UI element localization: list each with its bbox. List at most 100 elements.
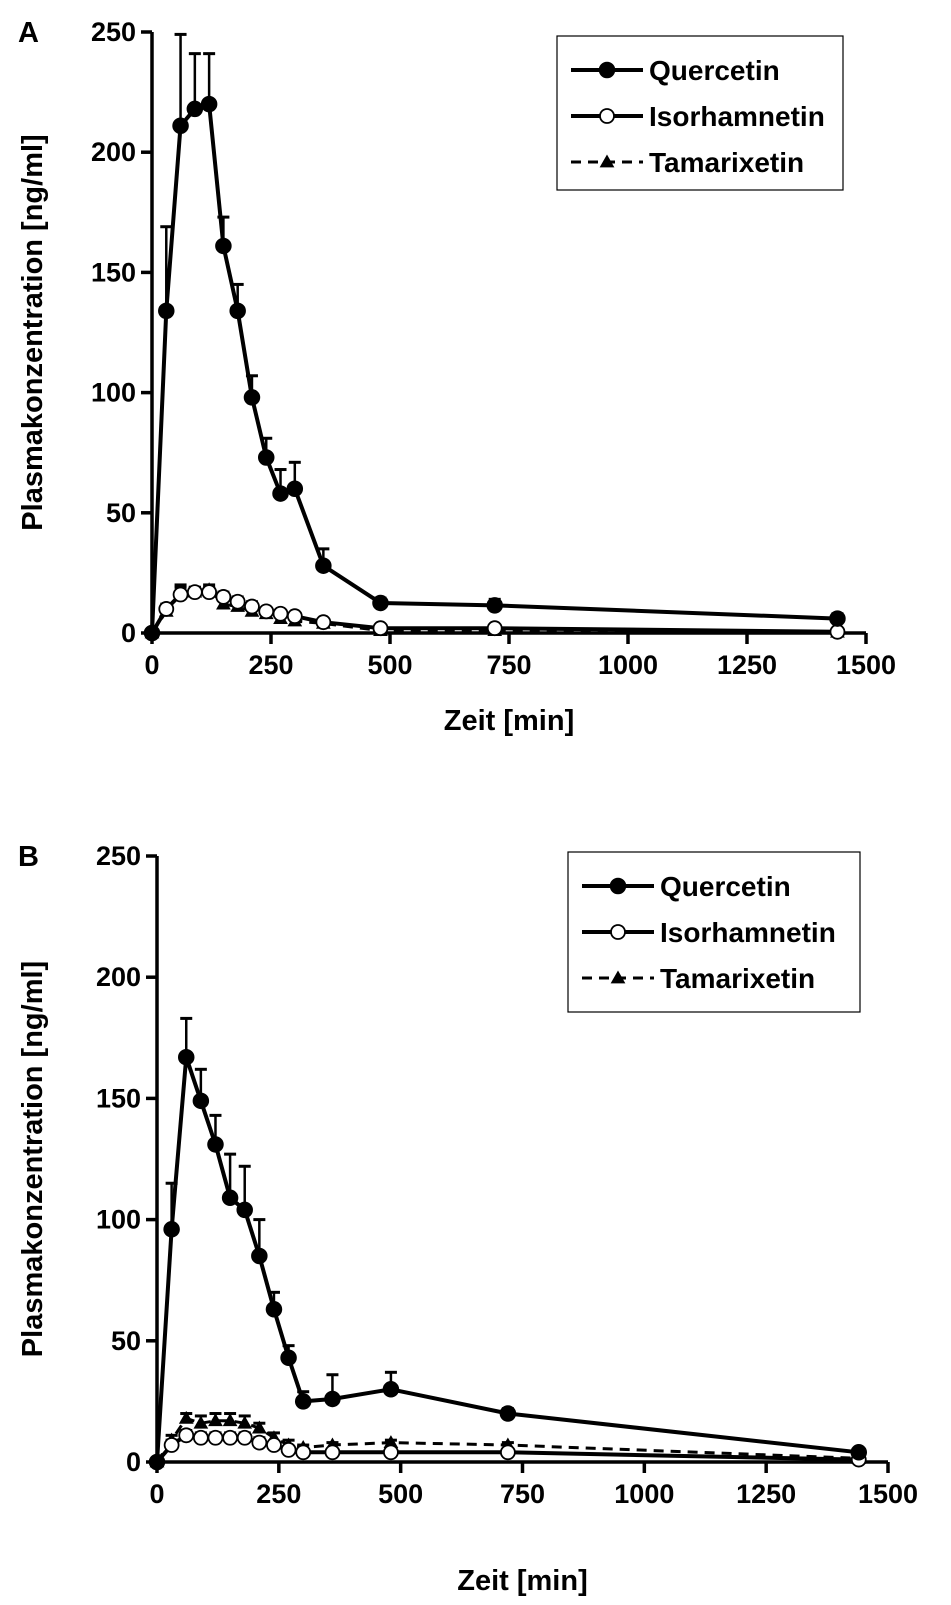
y-axis-label: Plasmakonzentration [ng/ml] — [17, 134, 49, 530]
data-point-isorhamnetin — [207, 1429, 224, 1446]
legend-marker-quercetin — [598, 61, 616, 79]
data-point-isorhamnetin — [215, 589, 232, 605]
panel-label: B — [18, 841, 39, 873]
data-point-quercetin — [200, 95, 218, 113]
data-point-quercetin — [158, 302, 175, 320]
data-point-quercetin — [257, 449, 275, 466]
data-point-isorhamnetin — [236, 1429, 253, 1446]
data-point-isorhamnetin — [486, 620, 503, 637]
data-point-quercetin — [272, 485, 289, 502]
x-tick-label: 500 — [367, 650, 412, 680]
y-tick-label: 150 — [91, 257, 136, 287]
legend: Quercetin Isorhamnetin Tamarixetin — [556, 35, 844, 191]
data-point-isorhamnetin — [186, 584, 203, 601]
data-point-isorhamnetin — [178, 1427, 195, 1444]
data-point-isorhamnetin — [280, 1441, 297, 1458]
data-point-quercetin — [177, 1048, 195, 1066]
data-point-quercetin — [186, 100, 204, 118]
data-point-quercetin — [499, 1405, 517, 1422]
x-tick-label: 500 — [378, 1479, 423, 1509]
legend-marker-tamarixetin — [599, 154, 615, 168]
data-point-quercetin — [265, 1301, 283, 1318]
x-tick-label: 250 — [256, 1479, 301, 1509]
data-point-quercetin — [280, 1349, 297, 1367]
y-tick-label: 200 — [96, 962, 141, 992]
data-point-quercetin — [243, 389, 261, 406]
data-point-isorhamnetin — [383, 1444, 399, 1461]
x-tick-label: 1250 — [717, 650, 777, 680]
data-point-isorhamnetin — [372, 620, 389, 637]
data-point-quercetin — [251, 1247, 268, 1265]
data-point-quercetin — [829, 610, 846, 627]
y-tick-label: 0 — [126, 1447, 141, 1477]
y-axis-label: Plasmakonzentration [ng/ml] — [17, 961, 49, 1357]
data-point-quercetin — [215, 237, 232, 255]
x-axis-label: Zeit [min] — [457, 1565, 588, 1597]
y-tick-label: 50 — [106, 498, 136, 528]
legend-label-isorhamnetin: Isorhamnetin — [660, 917, 836, 948]
legend-marker-quercetin — [609, 877, 627, 895]
data-point-quercetin — [324, 1390, 341, 1408]
data-point-tamarixetin — [178, 1410, 194, 1424]
data-point-isorhamnetin — [295, 1444, 312, 1461]
x-tick-label: 0 — [149, 1479, 164, 1509]
legend-marker-isorhamnetin — [610, 924, 626, 940]
data-point-isorhamnetin — [158, 601, 175, 617]
data-point-tamarixetin — [193, 1415, 209, 1429]
x-tick-label: 0 — [144, 650, 159, 680]
x-tick-label: 1000 — [598, 650, 658, 680]
data-point-quercetin — [207, 1136, 224, 1153]
data-point-quercetin — [286, 480, 304, 498]
x-tick-label: 1000 — [614, 1479, 674, 1509]
data-point-isorhamnetin — [266, 1437, 282, 1453]
y-tick-label: 250 — [96, 841, 141, 871]
x-tick-label: 750 — [486, 650, 531, 680]
data-point-isorhamnetin — [499, 1444, 516, 1461]
data-point-isorhamnetin — [172, 586, 189, 603]
data-point-quercetin — [382, 1381, 400, 1398]
legend-label-quercetin: Quercetin — [649, 55, 780, 86]
y-tick-label: 0 — [121, 618, 136, 648]
chart-panel-a: A 0 50 100 150 200 250 0 250 500 750 1000 1250 1500 Ze… — [17, 17, 896, 737]
series-isorhamnetin — [144, 584, 846, 641]
series-quercetin — [148, 1016, 868, 1471]
legend-marker-isorhamnetin — [599, 108, 615, 124]
data-point-quercetin — [172, 117, 189, 135]
y-tick-label: 150 — [96, 1083, 141, 1113]
panel-label: A — [18, 17, 39, 49]
data-point-isorhamnetin — [163, 1437, 180, 1453]
legend: Quercetin Isorhamnetin Tamarixetin — [567, 851, 861, 1013]
data-point-isorhamnetin — [286, 608, 303, 625]
data-point-quercetin — [143, 624, 161, 642]
data-point-tamarixetin — [237, 1415, 253, 1429]
data-point-quercetin — [294, 1393, 312, 1410]
x-tick-label: 1500 — [836, 650, 896, 680]
data-point-isorhamnetin — [315, 614, 332, 631]
data-point-tamarixetin — [251, 1420, 267, 1434]
data-point-tamarixetin — [222, 1413, 238, 1427]
data-point-quercetin — [163, 1221, 180, 1238]
legend-label-tamarixetin: Tamarixetin — [660, 963, 815, 994]
data-point-isorhamnetin — [192, 1429, 209, 1446]
y-tick-label: 200 — [91, 137, 136, 167]
data-point-isorhamnetin — [272, 605, 289, 622]
data-point-tamarixetin — [208, 1413, 223, 1427]
data-point-isorhamnetin — [229, 593, 246, 610]
data-point-isorhamnetin — [829, 623, 846, 640]
y-tick-label: 50 — [111, 1326, 141, 1356]
data-point-isorhamnetin — [201, 584, 218, 601]
data-point-isorhamnetin — [258, 603, 275, 620]
data-point-quercetin — [236, 1201, 253, 1219]
data-point-isorhamnetin — [222, 1429, 239, 1446]
y-tick-label: 100 — [96, 1205, 141, 1235]
y-tick-label: 250 — [91, 17, 136, 47]
data-point-quercetin — [192, 1092, 210, 1110]
chart-panel-b: B 0 50 100 150 200 250 0 250 500 750 1000 1250 1500 Ze… — [17, 841, 918, 1597]
data-point-isorhamnetin — [324, 1444, 341, 1461]
data-point-isorhamnetin — [244, 598, 260, 615]
series-quercetin — [143, 32, 846, 642]
data-point-quercetin — [229, 302, 246, 320]
x-tick-label: 1250 — [736, 1479, 796, 1509]
legend-marker-tamarixetin — [610, 970, 626, 984]
legend-label-tamarixetin: Tamarixetin — [649, 147, 804, 178]
